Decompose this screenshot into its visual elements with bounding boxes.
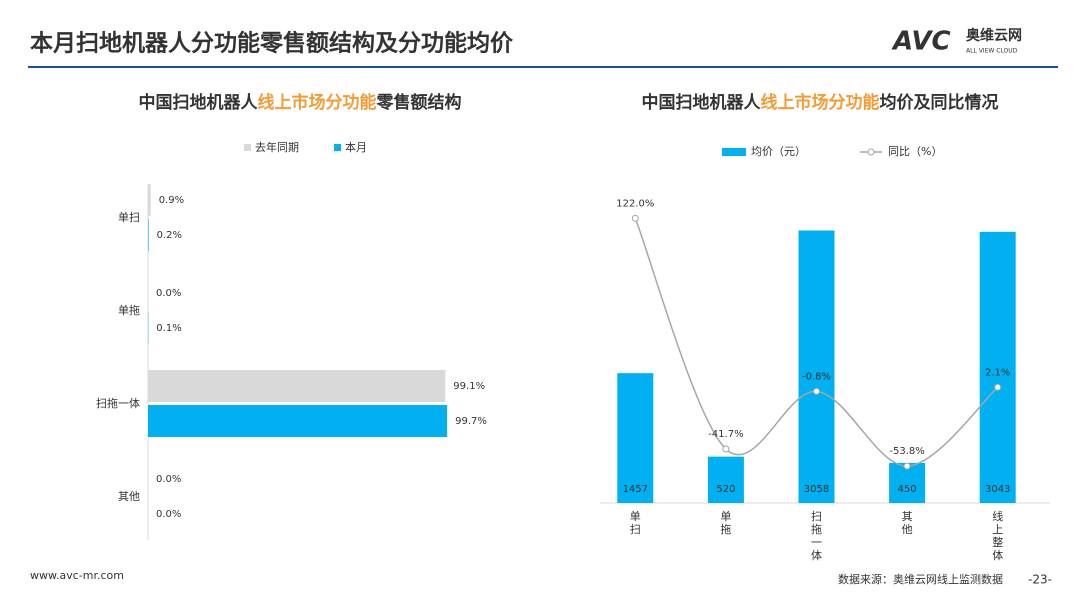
- chart-title: 中国扫地机器人线上市场分功能均价及同比情况: [642, 92, 999, 113]
- category-label: 其他: [118, 490, 140, 503]
- value-label: 1457: [623, 484, 648, 495]
- value-label: -0.8%: [802, 371, 831, 382]
- value-label: 0.2%: [157, 230, 182, 241]
- bar: [979, 231, 1016, 503]
- legend-label: 均价（元）: [751, 145, 806, 158]
- category-label: 扫拖一体: [96, 396, 140, 410]
- title-part: 均价及同比情况: [880, 92, 999, 113]
- page-title: 本月扫地机器人分功能零售额结构及分功能均价: [30, 30, 514, 57]
- category-label: 其他: [902, 510, 913, 536]
- bar: [889, 462, 926, 503]
- website: www.avc-mr.com: [30, 569, 124, 582]
- bar: [707, 456, 744, 503]
- category-label: 单拖: [118, 303, 140, 317]
- legend-label: 本月: [345, 140, 367, 154]
- category-char: 上: [992, 523, 1003, 536]
- title-part: 中国扫地机器人: [139, 92, 259, 113]
- category-char: 单: [720, 510, 731, 523]
- category-char: 单: [630, 510, 641, 523]
- category-label: 单扫: [630, 510, 641, 536]
- category-char: 体: [811, 548, 822, 562]
- value-label: 0.1%: [156, 323, 181, 334]
- category-char: 扫: [811, 510, 822, 523]
- category-label: 扫拖一体: [811, 510, 822, 562]
- category-char: 拖: [720, 522, 731, 536]
- category-char: 他: [902, 523, 913, 536]
- value-label: 0.0%: [156, 288, 181, 299]
- line-marker: [722, 445, 730, 453]
- page-number: -23-: [1028, 573, 1052, 587]
- line: [634, 218, 999, 467]
- line-marker: [631, 214, 639, 222]
- line-marker: [903, 462, 911, 470]
- title-part: 零售额结构: [376, 92, 462, 113]
- bar: [148, 370, 446, 402]
- chart-title: 中国扫地机器人线上市场分功能零售额结构: [139, 92, 462, 113]
- value-label: 0.0%: [156, 474, 181, 485]
- bar: [148, 184, 151, 216]
- line-marker: [994, 383, 1002, 391]
- category-label: 单扫: [118, 211, 140, 224]
- source: 数据来源：奥维云网线上监测数据: [838, 572, 1003, 586]
- value-label: 520: [716, 484, 735, 495]
- title-part: 线上市场分功能: [258, 92, 377, 113]
- value-label: -53.8%: [889, 446, 924, 457]
- value-label: 99.7%: [455, 416, 487, 427]
- value-label: -41.7%: [708, 429, 743, 440]
- legend-label: 去年同期: [255, 140, 299, 154]
- title-part: 线上市场分功能: [761, 92, 880, 113]
- category-char: 扫: [630, 523, 641, 536]
- legend-swatch: [244, 144, 251, 151]
- category-label: 线上整体: [992, 509, 1003, 562]
- category-char: 拖: [811, 522, 822, 536]
- value-label: 0.0%: [156, 509, 181, 520]
- category-char: 整: [992, 535, 1003, 549]
- legend-swatch: [722, 148, 746, 156]
- logo-name: 奥维云网: [966, 27, 1022, 44]
- value-label: 2.1%: [985, 367, 1010, 378]
- bar: [617, 373, 654, 503]
- category-char: 体: [992, 548, 1003, 562]
- value-label: 99.1%: [453, 381, 485, 392]
- value-label: 122.0%: [616, 198, 654, 209]
- category-char: 其: [902, 510, 913, 523]
- value-label: 3058: [804, 484, 829, 495]
- value-label: 0.9%: [159, 195, 184, 206]
- bar: [148, 405, 448, 437]
- value-label: 3043: [985, 484, 1010, 495]
- bar: [798, 230, 835, 503]
- value-label: 450: [898, 484, 917, 495]
- header-rule: [28, 66, 1058, 68]
- line-marker: [813, 387, 820, 395]
- logo-mark: AVC: [891, 27, 951, 57]
- category-char: 一: [811, 536, 822, 549]
- category-char: 线: [992, 509, 1003, 523]
- legend-swatch: [334, 144, 341, 151]
- bar: [148, 219, 149, 251]
- legend-label: 同比（%）: [888, 145, 942, 158]
- category-label: 单拖: [720, 510, 731, 536]
- title-part: 中国扫地机器人: [642, 92, 762, 113]
- legend-marker: [867, 148, 875, 156]
- logo-sub: ALL VIEW CLOUD: [966, 48, 1018, 55]
